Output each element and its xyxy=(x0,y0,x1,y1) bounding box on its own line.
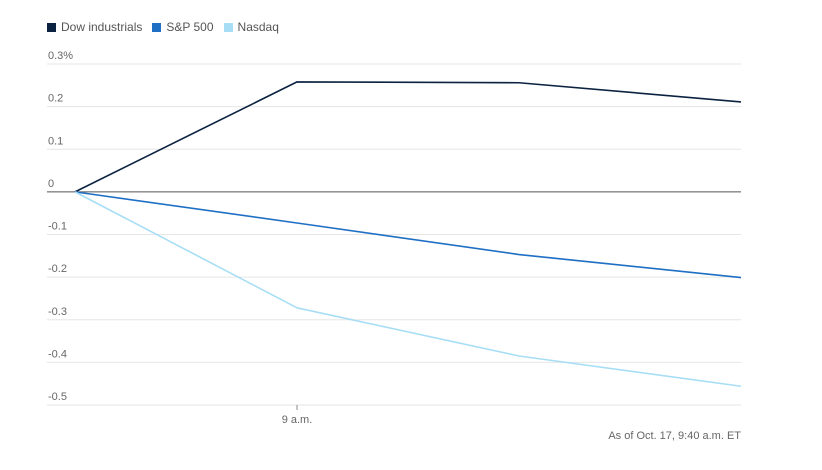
legend-swatch-sp500 xyxy=(152,22,162,32)
legend-item-dow: Dow industrials xyxy=(47,20,142,34)
legend-label-dow: Dow industrials xyxy=(61,20,143,34)
y-tick-label: -0.2 xyxy=(48,263,67,275)
x-axis-ticks: 9 a.m. xyxy=(282,405,313,426)
y-tick-label: -0.3 xyxy=(48,306,67,318)
legend-label-nasdaq: Nasdaq xyxy=(237,20,279,34)
y-tick-label: 0.2 xyxy=(48,93,63,105)
y-tick-label: 0.3% xyxy=(48,50,73,62)
series-line-dow-industrials xyxy=(74,81,742,193)
y-axis-ticks: 0.3% 0.2 0.1 0 -0.1 -0.2 -0.3 -0.4 -0.5 xyxy=(48,50,73,403)
gridlines xyxy=(47,63,741,406)
series-lines xyxy=(74,81,742,388)
y-tick-label: 0.1 xyxy=(48,135,63,147)
y-tick-label: -0.1 xyxy=(48,221,67,233)
timestamp-footnote: As of Oct. 17, 9:40 a.m. ET xyxy=(608,430,741,442)
legend-item-sp500: S&P 500 xyxy=(152,20,214,34)
legend-item-nasdaq: Nasdaq xyxy=(223,20,279,34)
series-line-nasdaq xyxy=(74,191,742,388)
y-tick-label: 0 xyxy=(48,178,54,190)
series-line-s-p-500 xyxy=(74,191,742,279)
y-tick-label: -0.4 xyxy=(48,348,67,360)
y-tick-label: -0.5 xyxy=(48,391,67,403)
chart-legend: Dow industrials S&P 500 Nasdaq xyxy=(47,20,289,34)
legend-swatch-dow xyxy=(47,22,56,32)
x-tick-label: 9 a.m. xyxy=(282,414,313,426)
legend-swatch-nasdaq xyxy=(223,22,233,32)
legend-label-sp500: S&P 500 xyxy=(166,20,214,34)
